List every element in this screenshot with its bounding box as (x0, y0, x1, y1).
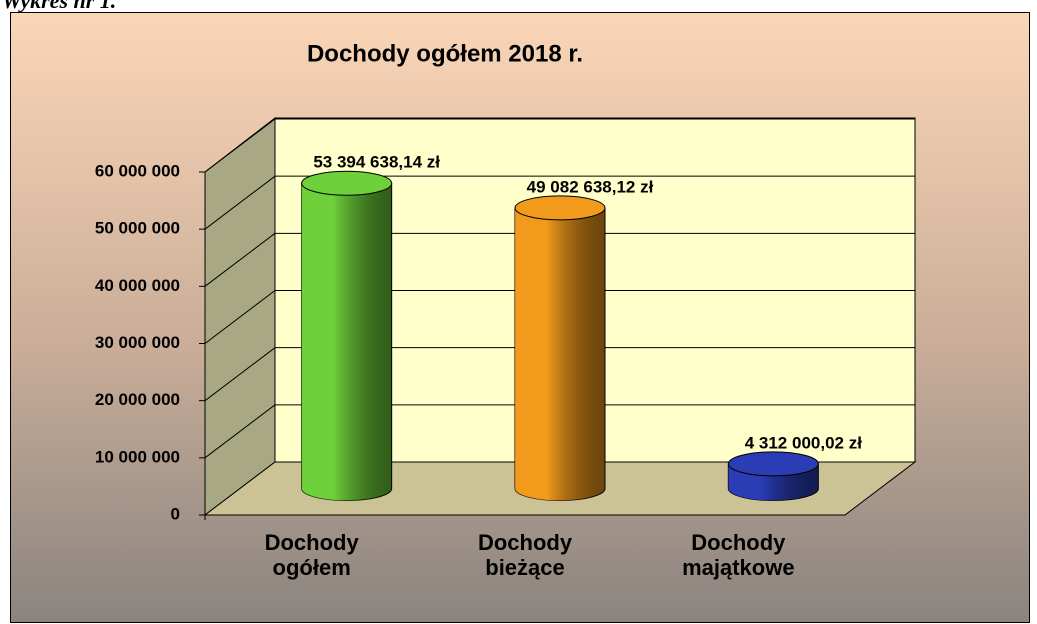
x-tick-label: Dochody ogółem (264, 530, 359, 580)
cylinder-top (301, 170, 393, 196)
data-label: 53 394 638,14 zł (313, 153, 440, 172)
y-tick-label: 10 000 000 (95, 447, 180, 466)
chart-title: Dochody ogółem 2018 r. (307, 40, 583, 67)
cylinder-top (727, 451, 819, 477)
cylinder (514, 195, 606, 501)
data-label: 4 312 000,02 zł (745, 433, 862, 452)
y-tick-label: 20 000 000 (95, 390, 180, 409)
grid-line (204, 232, 276, 287)
y-tick-label: 0 (171, 504, 180, 523)
grid-line (204, 118, 276, 173)
cylinder-shade (515, 207, 605, 501)
caption: Wykres nr 1. (2, 0, 117, 13)
y-tick-label: 50 000 000 (95, 219, 180, 238)
grid-line (204, 404, 276, 459)
grid-line (204, 175, 276, 230)
cylinder (301, 170, 393, 501)
y-tick-label: 60 000 000 (95, 161, 180, 180)
x-tick-label: Dochody majątkowe (682, 530, 795, 580)
cylinder-top (514, 195, 606, 221)
data-label: 49 082 638,12 zł (527, 177, 654, 196)
y-tick-label: 30 000 000 (95, 333, 180, 352)
cylinder-shade (301, 183, 392, 501)
grid-line (204, 290, 276, 344)
x-tick-label: Dochody bieżące (477, 530, 573, 580)
y-tick-label: 40 000 000 (95, 276, 180, 295)
cylinder (727, 451, 819, 501)
grid-line (204, 347, 276, 402)
